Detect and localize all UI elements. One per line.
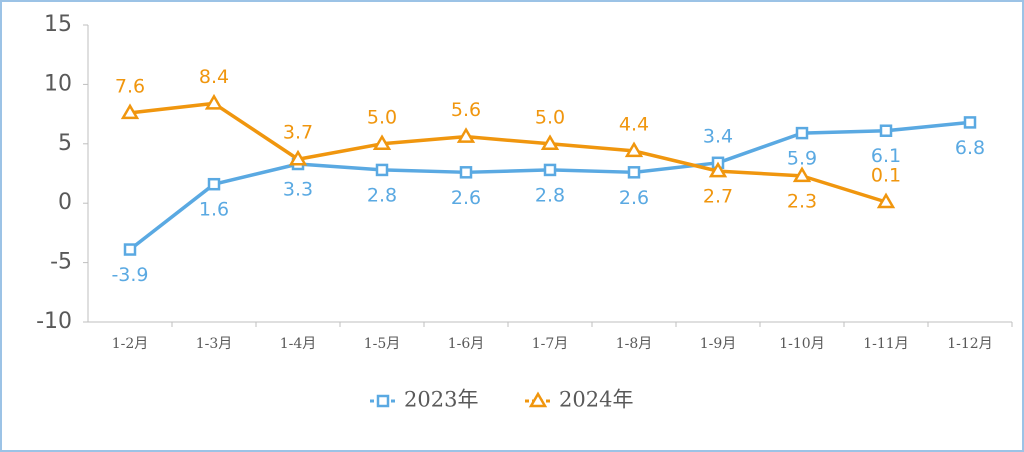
value-label: 2.6: [619, 187, 649, 209]
legend-label: 2023年: [404, 388, 478, 412]
marker-triangle: [120, 103, 140, 120]
x-tick-label: 1-4月: [280, 336, 317, 352]
y-tick-label: 5: [58, 131, 72, 156]
value-label: 2.8: [367, 184, 397, 206]
value-label: 3.7: [283, 122, 313, 144]
value-label: 2.6: [451, 187, 481, 209]
marker-square: [795, 126, 809, 140]
x-tick-label: 1-5月: [364, 336, 401, 352]
marker-triangle: [624, 141, 644, 158]
x-tick-label: 1-9月: [700, 336, 737, 352]
marker-square: [543, 163, 557, 177]
x-tick-label: 1-10月: [779, 336, 824, 352]
marker-square: [879, 124, 893, 137]
marker-square: [963, 116, 977, 129]
series-line: [129, 101, 887, 204]
marker-triangle: [456, 127, 476, 143]
y-tick-label: -5: [50, 250, 72, 275]
value-label: 1.6: [199, 199, 229, 221]
value-label: 5.9: [787, 148, 817, 170]
marker-triangle: [540, 134, 560, 151]
y-tick-label: 15: [44, 12, 72, 37]
marker-triangle: [876, 192, 896, 209]
marker-triangle: [372, 134, 392, 151]
marker-triangle: [528, 391, 548, 408]
legend-label: 2024年: [559, 388, 633, 412]
value-label: 5.0: [535, 106, 565, 128]
marker-square: [207, 177, 221, 191]
x-tick-label: 1-11月: [863, 336, 908, 352]
y-tick-label: 0: [58, 190, 72, 215]
x-tick-label: 1-3月: [196, 336, 233, 352]
x-tick-label: 1-8月: [616, 336, 653, 352]
x-tick-label: 1-7月: [532, 336, 569, 352]
value-label: -3.9: [111, 264, 148, 286]
marker-square: [123, 243, 137, 256]
x-tick-label: 1-6月: [448, 336, 485, 352]
value-label: 5.6: [451, 99, 481, 121]
marker-triangle: [204, 93, 224, 110]
marker-square: [627, 166, 641, 179]
value-label: 2.8: [535, 184, 565, 206]
x-tick-label: 1-2月: [112, 336, 149, 352]
value-label: 5.0: [367, 106, 397, 128]
y-tick-label: 10: [44, 71, 72, 96]
marker-square: [375, 163, 389, 177]
value-label: 0.1: [871, 165, 901, 187]
y-tick-label: -10: [36, 309, 72, 334]
marker-triangle: [288, 149, 308, 166]
marker-square: [376, 394, 390, 408]
value-label: 3.3: [283, 178, 313, 200]
value-label: 6.1: [871, 145, 901, 167]
value-label: 4.4: [619, 113, 649, 135]
marker-triangle: [792, 166, 812, 183]
value-label: 2.3: [787, 190, 817, 212]
value-label: 7.6: [115, 75, 145, 97]
value-label: 3.4: [703, 125, 733, 147]
x-tick-label: 1-12月: [947, 336, 992, 352]
value-label: 6.8: [955, 137, 985, 159]
marker-square: [459, 166, 473, 179]
value-label: 2.7: [703, 186, 733, 208]
marker-triangle: [708, 161, 728, 178]
value-label: 8.4: [199, 66, 229, 88]
